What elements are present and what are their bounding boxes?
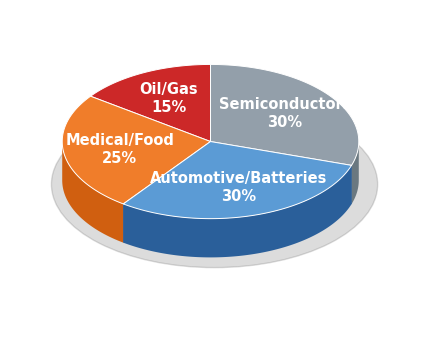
Polygon shape bbox=[210, 142, 352, 204]
Polygon shape bbox=[123, 142, 352, 219]
Polygon shape bbox=[62, 96, 210, 204]
Polygon shape bbox=[210, 64, 359, 165]
Polygon shape bbox=[91, 64, 210, 142]
Polygon shape bbox=[62, 142, 123, 243]
Polygon shape bbox=[123, 142, 210, 243]
Text: Automotive/Batteries
30%: Automotive/Batteries 30% bbox=[150, 171, 328, 204]
Polygon shape bbox=[123, 165, 352, 257]
Text: Semiconductors
30%: Semiconductors 30% bbox=[218, 97, 351, 130]
Text: Medical/Food
25%: Medical/Food 25% bbox=[65, 132, 174, 165]
Ellipse shape bbox=[177, 142, 205, 183]
Polygon shape bbox=[210, 142, 352, 204]
Polygon shape bbox=[352, 142, 359, 204]
Text: Oil/Gas
15%: Oil/Gas 15% bbox=[139, 83, 198, 116]
Ellipse shape bbox=[51, 101, 378, 268]
Polygon shape bbox=[123, 142, 210, 243]
